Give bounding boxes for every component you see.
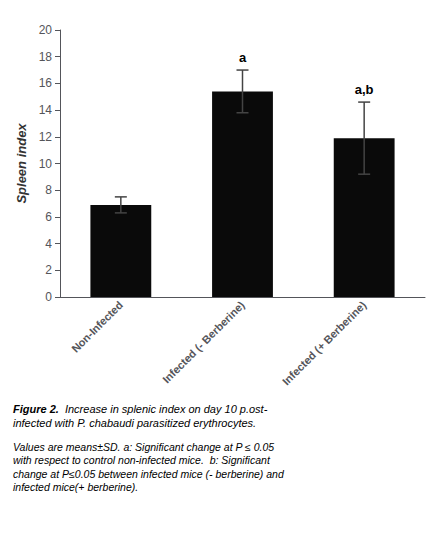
svg-text:18: 18	[39, 50, 53, 64]
svg-text:Figure 2.: Figure 2.	[13, 403, 59, 415]
svg-text:8: 8	[45, 183, 52, 197]
svg-text:infected with P. chabaudi para: infected with P. chabaudi parasitized er…	[13, 417, 256, 429]
svg-text:16: 16	[39, 76, 53, 90]
svg-text:Spleen index: Spleen index	[14, 123, 29, 204]
svg-text:Non-Infected: Non-Infected	[69, 299, 125, 355]
svg-text:a,b: a,b	[355, 82, 374, 97]
svg-text:0: 0	[45, 290, 52, 304]
svg-text:14: 14	[39, 103, 53, 117]
svg-text:20: 20	[39, 23, 53, 37]
svg-text:6: 6	[45, 210, 52, 224]
svg-text:Infected (+ Berberine): Infected (+ Berberine)	[280, 299, 369, 388]
svg-text:2: 2	[45, 263, 52, 277]
svg-text:12: 12	[39, 130, 53, 144]
svg-text:infected mice(+ berberine).: infected mice(+ berberine).	[13, 481, 138, 493]
svg-text:Increase in splenic index on d: Increase in splenic index on day 10 p.os…	[59, 403, 268, 415]
svg-text:4: 4	[45, 237, 52, 251]
svg-text:10: 10	[39, 157, 53, 171]
svg-text:a: a	[239, 50, 247, 65]
svg-text:Infected (- Berberine): Infected (- Berberine)	[160, 299, 247, 386]
svg-text:change at P≤0.05 between infec: change at P≤0.05 between infected mice (…	[13, 468, 285, 480]
svg-text:Values are means±SD. a: Signif: Values are means±SD. a: Significant chan…	[13, 441, 274, 453]
svg-text:with respect to control non-in: with respect to control non-infected mic…	[13, 454, 271, 466]
